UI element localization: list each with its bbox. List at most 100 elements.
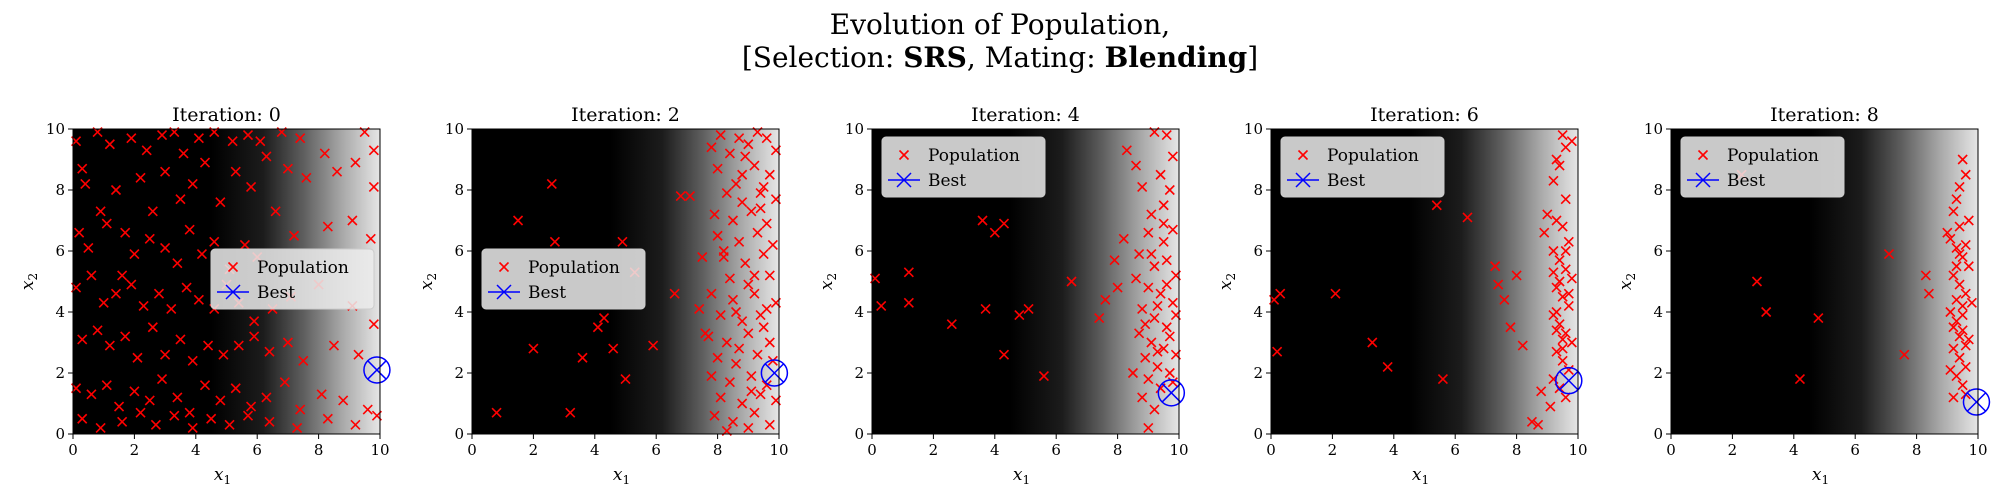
population-point: [721, 187, 732, 199]
population-point: [549, 236, 560, 247]
population-point: [1112, 282, 1123, 293]
population-point: [126, 133, 137, 144]
population-point: [546, 178, 557, 189]
population-point: [1014, 309, 1025, 321]
population-point: [764, 337, 775, 348]
population-point: [110, 288, 122, 299]
x-axis-label: x1: [613, 465, 630, 487]
population-point: [328, 340, 340, 351]
population-point: [755, 389, 766, 400]
x-axis-label: x1: [1013, 465, 1030, 487]
population-point: [730, 358, 742, 369]
population-point: [712, 230, 723, 241]
population-point: [184, 224, 195, 235]
legend-population-marker: [1297, 149, 1309, 161]
legend-population-label: Population: [528, 258, 620, 278]
population-point: [1275, 288, 1286, 299]
population-point: [1167, 297, 1178, 308]
population-point: [1960, 288, 1971, 299]
population-point: [1560, 245, 1571, 257]
population-point: [577, 352, 588, 363]
y-tick-label: 8: [454, 181, 464, 199]
population-point: [1023, 303, 1034, 315]
x-tick-label: 6: [1051, 441, 1061, 459]
population-point: [1557, 130, 1568, 141]
population-point: [1554, 276, 1565, 287]
x-tick-label: 2: [1328, 441, 1338, 459]
population-point: [1272, 346, 1283, 357]
legend-box: [1280, 136, 1445, 198]
population-point: [1954, 221, 1965, 232]
population-point: [1161, 255, 1172, 266]
population-point: [1149, 313, 1160, 324]
population-point: [1957, 325, 1968, 336]
population-point: [1146, 209, 1157, 220]
x-tick-label: 6: [651, 441, 661, 459]
population-point: [737, 197, 748, 208]
population-point: [1960, 340, 1971, 351]
legend-population-label: Population: [928, 146, 1020, 166]
y-axis-label: x2: [1216, 273, 1238, 290]
population-point: [209, 236, 220, 247]
population-point: [1954, 181, 1965, 193]
legend-population-marker: [227, 261, 239, 273]
population-point: [322, 413, 333, 424]
x-tick-label: 4: [990, 441, 1000, 459]
population-point: [1948, 270, 1959, 281]
y-tick-label: 6: [1653, 242, 1663, 260]
population-point: [264, 346, 275, 357]
population-point: [1954, 352, 1965, 363]
title-middle: , Mating:: [966, 41, 1105, 74]
legend-population-marker: [1697, 149, 1709, 161]
population-point: [362, 404, 373, 415]
population-point: [1951, 261, 1962, 272]
legend-population-marker: [898, 149, 910, 161]
population-point: [1554, 319, 1565, 330]
population-point: [144, 395, 155, 406]
y-axis-label: x2: [417, 273, 439, 290]
population-point: [175, 334, 186, 345]
population-point: [1143, 422, 1154, 433]
population-point: [758, 248, 769, 260]
population-point: [977, 215, 988, 226]
population-point: [181, 282, 192, 293]
population-point: [592, 322, 603, 333]
population-point: [1813, 313, 1824, 324]
y-tick-label: 4: [454, 303, 464, 321]
population-point: [104, 139, 115, 150]
population-point: [101, 380, 112, 391]
population-point: [172, 258, 183, 269]
population-point: [77, 413, 88, 424]
population-point: [1545, 401, 1556, 412]
population-point: [1146, 248, 1157, 260]
population-point: [1127, 367, 1139, 379]
population-point: [1551, 346, 1562, 357]
population-point: [1149, 404, 1160, 415]
population-point: [1158, 200, 1169, 211]
population-point: [95, 206, 106, 217]
population-point: [1094, 313, 1105, 324]
population-point: [1548, 245, 1559, 257]
population-point: [1566, 273, 1577, 284]
population-point: [1161, 279, 1172, 290]
population-point: [1923, 288, 1934, 299]
population-point: [1330, 288, 1341, 299]
population-point: [1548, 175, 1559, 186]
population-point: [675, 191, 686, 202]
population-point: [187, 355, 198, 366]
population-point: [365, 233, 376, 244]
population-point: [1130, 273, 1142, 284]
population-point: [743, 139, 754, 150]
x-tick-label: 8: [314, 441, 324, 459]
subplot-title: Iteration: 8: [1770, 104, 1879, 126]
x-tick-label: 10: [370, 441, 389, 459]
population-point: [746, 370, 757, 382]
best-marker-cross: [367, 360, 387, 380]
x-tick-label: 0: [68, 441, 78, 459]
population-point: [1140, 319, 1151, 330]
population-point: [712, 163, 723, 174]
population-point: [1551, 325, 1562, 336]
population-point: [620, 374, 631, 385]
population-point: [1948, 343, 1959, 354]
